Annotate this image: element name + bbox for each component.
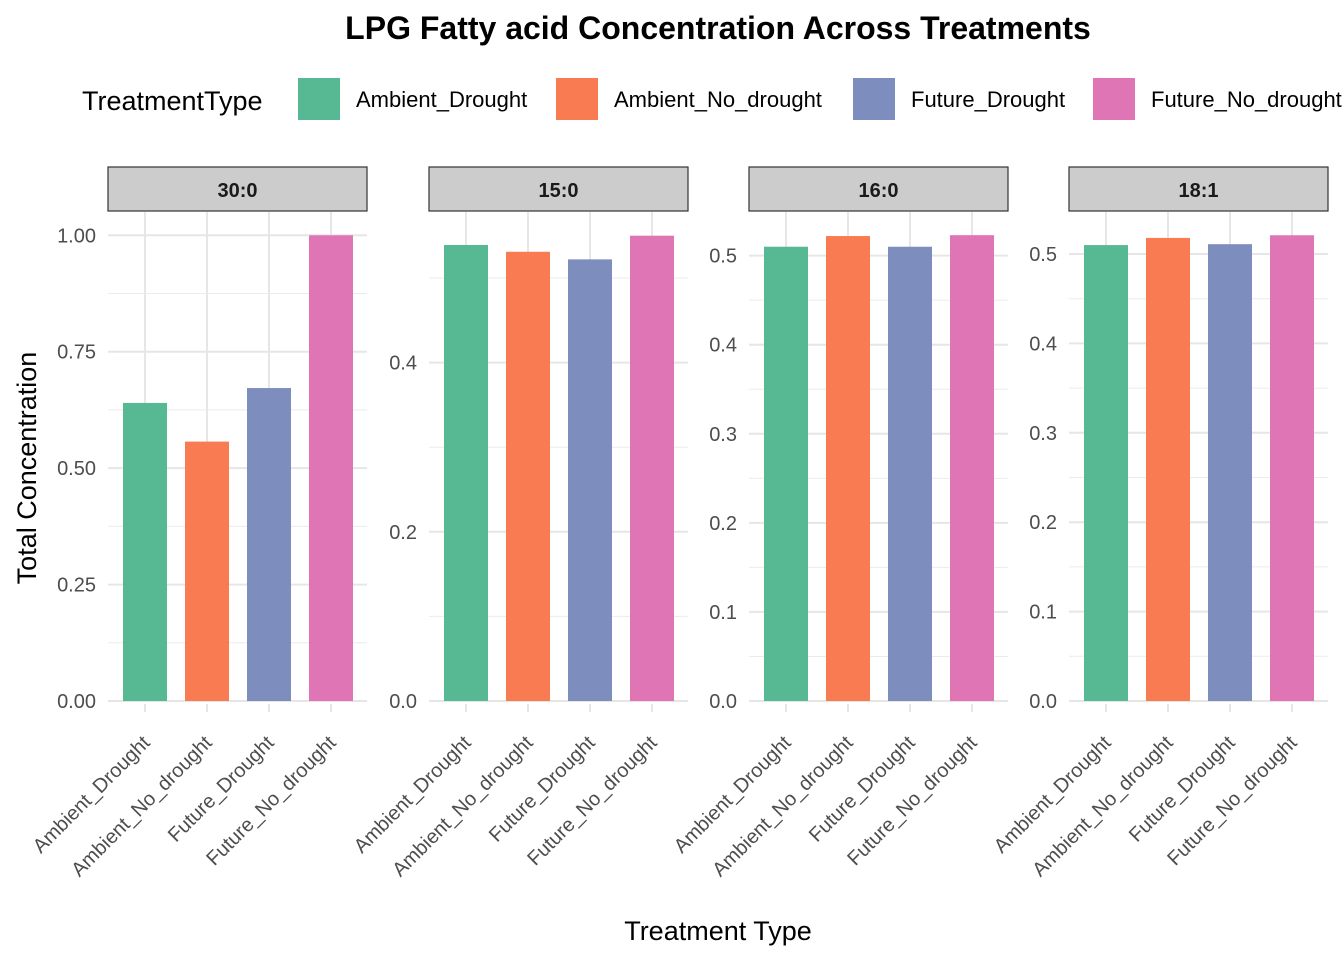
y-tick-label: 0.0 — [1029, 691, 1057, 713]
bar-future-drought — [888, 246, 932, 701]
facet-strip-label: 16:0 — [858, 180, 898, 202]
y-tick-label: 0.3 — [709, 424, 737, 446]
legend-swatch — [1093, 78, 1135, 120]
bar-ambient-no-drought — [506, 251, 550, 701]
y-tick-label: 0.5 — [709, 246, 737, 268]
x-tick-label: Ambient_Drought — [990, 732, 1116, 858]
legend-item: Ambient_Drought — [298, 78, 527, 120]
bar-future-drought — [1208, 244, 1252, 702]
facet-strip-label: 18:1 — [1178, 180, 1218, 202]
y-tick-label: 0.4 — [709, 335, 737, 357]
bar-future-no-drought — [1270, 235, 1314, 701]
chart-title: LPG Fatty acid Concentration Across Trea… — [345, 10, 1091, 46]
y-tick-label: 1.00 — [57, 225, 96, 247]
y-tick-label: 0.0 — [389, 691, 417, 713]
facet-panel: 30:00.000.250.500.751.00Ambient_DroughtA… — [29, 166, 368, 881]
y-tick-label: 0.50 — [57, 458, 96, 480]
y-tick-label: 0.75 — [57, 342, 96, 364]
y-tick-label: 0.1 — [709, 602, 737, 624]
facet-panels: 30:0 0.00 0.25 0.50 0.75 1.00 Ambient_Drought A… — [29, 166, 1329, 881]
legend-item: Ambient_No_drought — [556, 78, 822, 120]
legend-swatch — [556, 78, 598, 120]
legend-swatch — [298, 78, 340, 120]
facet-panel: 18:10.00.10.20.30.40.5Ambient_DroughtAmb… — [990, 166, 1329, 881]
bar-ambient-drought — [1084, 245, 1128, 701]
y-tick-label: 0.25 — [57, 575, 96, 597]
bar-ambient-no-drought — [1146, 237, 1190, 701]
bar-ambient-drought — [123, 402, 167, 701]
legend-label: Ambient_No_drought — [614, 87, 822, 112]
y-axis-title: Total Concentration — [12, 352, 42, 585]
facet-strip — [428, 166, 689, 212]
x-tick-label: Ambient_Drought — [29, 732, 155, 858]
bar-ambient-drought — [764, 246, 808, 701]
y-tick-label: 0.1 — [1029, 602, 1057, 624]
bar-future-no-drought — [630, 235, 674, 701]
legend-title: TreatmentType — [82, 86, 263, 116]
x-tick-label: Ambient_Drought — [670, 732, 796, 858]
bar-future-no-drought — [950, 235, 994, 702]
y-tick-label: 0.2 — [389, 522, 417, 544]
y-tick-label: 0.2 — [709, 513, 737, 535]
facet-strip — [1068, 166, 1329, 212]
y-tick-label: 0.3 — [1029, 423, 1057, 445]
x-axis-title: Treatment Type — [624, 916, 812, 946]
legend-item: Future_Drought — [853, 78, 1065, 120]
legend-swatch — [853, 78, 895, 120]
y-tick-label: 0.0 — [709, 691, 737, 713]
y-tick-label: 0.4 — [389, 353, 417, 375]
x-tick-label: Future_Drought — [485, 732, 600, 847]
x-tick-label: Future_Drought — [805, 732, 920, 847]
bar-ambient-no-drought — [185, 441, 229, 701]
legend-label: Future_Drought — [911, 87, 1065, 112]
y-tick-label: 0.00 — [57, 691, 96, 713]
x-tick-label: Future_Drought — [164, 732, 279, 847]
facet-panel: 15:00.00.20.4Ambient_DroughtAmbient_No_d… — [350, 166, 689, 881]
bar-ambient-drought — [444, 244, 488, 701]
y-tick-label: 0.5 — [1029, 244, 1057, 266]
bar-future-drought — [568, 259, 612, 701]
x-tick-label: Future_Drought — [1125, 732, 1240, 847]
bar-future-no-drought — [309, 235, 353, 702]
legend: TreatmentType Ambient_Drought Ambient_No_… — [82, 78, 1342, 120]
y-tick-label: 0.2 — [1029, 512, 1057, 534]
facet-strip-label: 15:0 — [538, 180, 578, 202]
legend-label: Future_No_drought — [1151, 87, 1342, 112]
y-tick-label: 0.4 — [1029, 333, 1057, 355]
facet-strip — [107, 166, 368, 212]
bar-future-drought — [247, 388, 291, 701]
facet-panel: 16:00.00.10.20.30.40.5Ambient_DroughtAmb… — [670, 166, 1009, 881]
x-tick-label: Ambient_Drought — [350, 732, 476, 858]
facet-strip-label: 30:0 — [217, 180, 257, 202]
legend-label: Ambient_Drought — [356, 87, 527, 112]
legend-item: Future_No_drought — [1093, 78, 1342, 120]
bar-ambient-no-drought — [826, 236, 870, 701]
facet-strip — [748, 166, 1009, 212]
